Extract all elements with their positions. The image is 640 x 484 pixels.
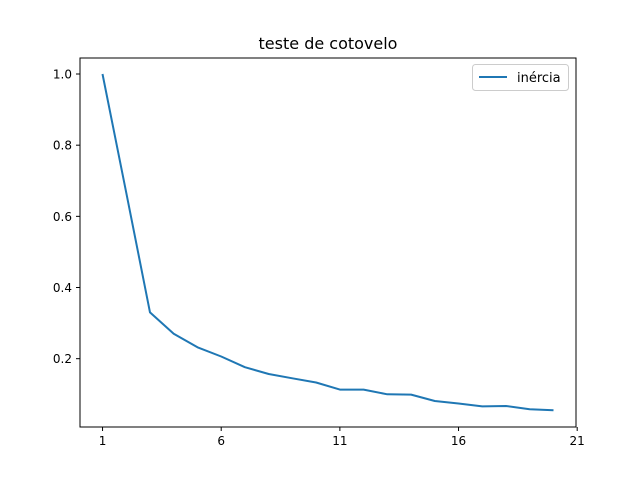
series-line-0 <box>101 73 554 412</box>
y-tick-label: 0.4 <box>53 281 72 295</box>
legend-box <box>472 64 569 91</box>
chart-title: teste de cotovelo <box>259 34 398 53</box>
legend-label: inércia <box>517 71 561 86</box>
x-tick-label: 6 <box>217 434 225 448</box>
axes-frame <box>79 57 577 428</box>
plot-area <box>80 58 576 427</box>
x-tick-label: 1 <box>99 434 107 448</box>
x-tick-label: 16 <box>451 434 466 448</box>
y-tick-label: 0.8 <box>53 139 72 153</box>
series-lines <box>101 73 554 412</box>
y-tick-label: 1.0 <box>53 68 72 82</box>
y-axis: 0.2 0.4 0.6 0.8 1.0 <box>53 68 80 366</box>
legend: inércia <box>472 64 569 91</box>
x-axis: 1 6 11 16 21 <box>99 427 585 448</box>
x-tick-label: 11 <box>332 434 347 448</box>
y-tick-label: 0.2 <box>53 352 72 366</box>
x-tick-label: 21 <box>570 434 585 448</box>
y-tick-label: 0.6 <box>53 210 72 224</box>
